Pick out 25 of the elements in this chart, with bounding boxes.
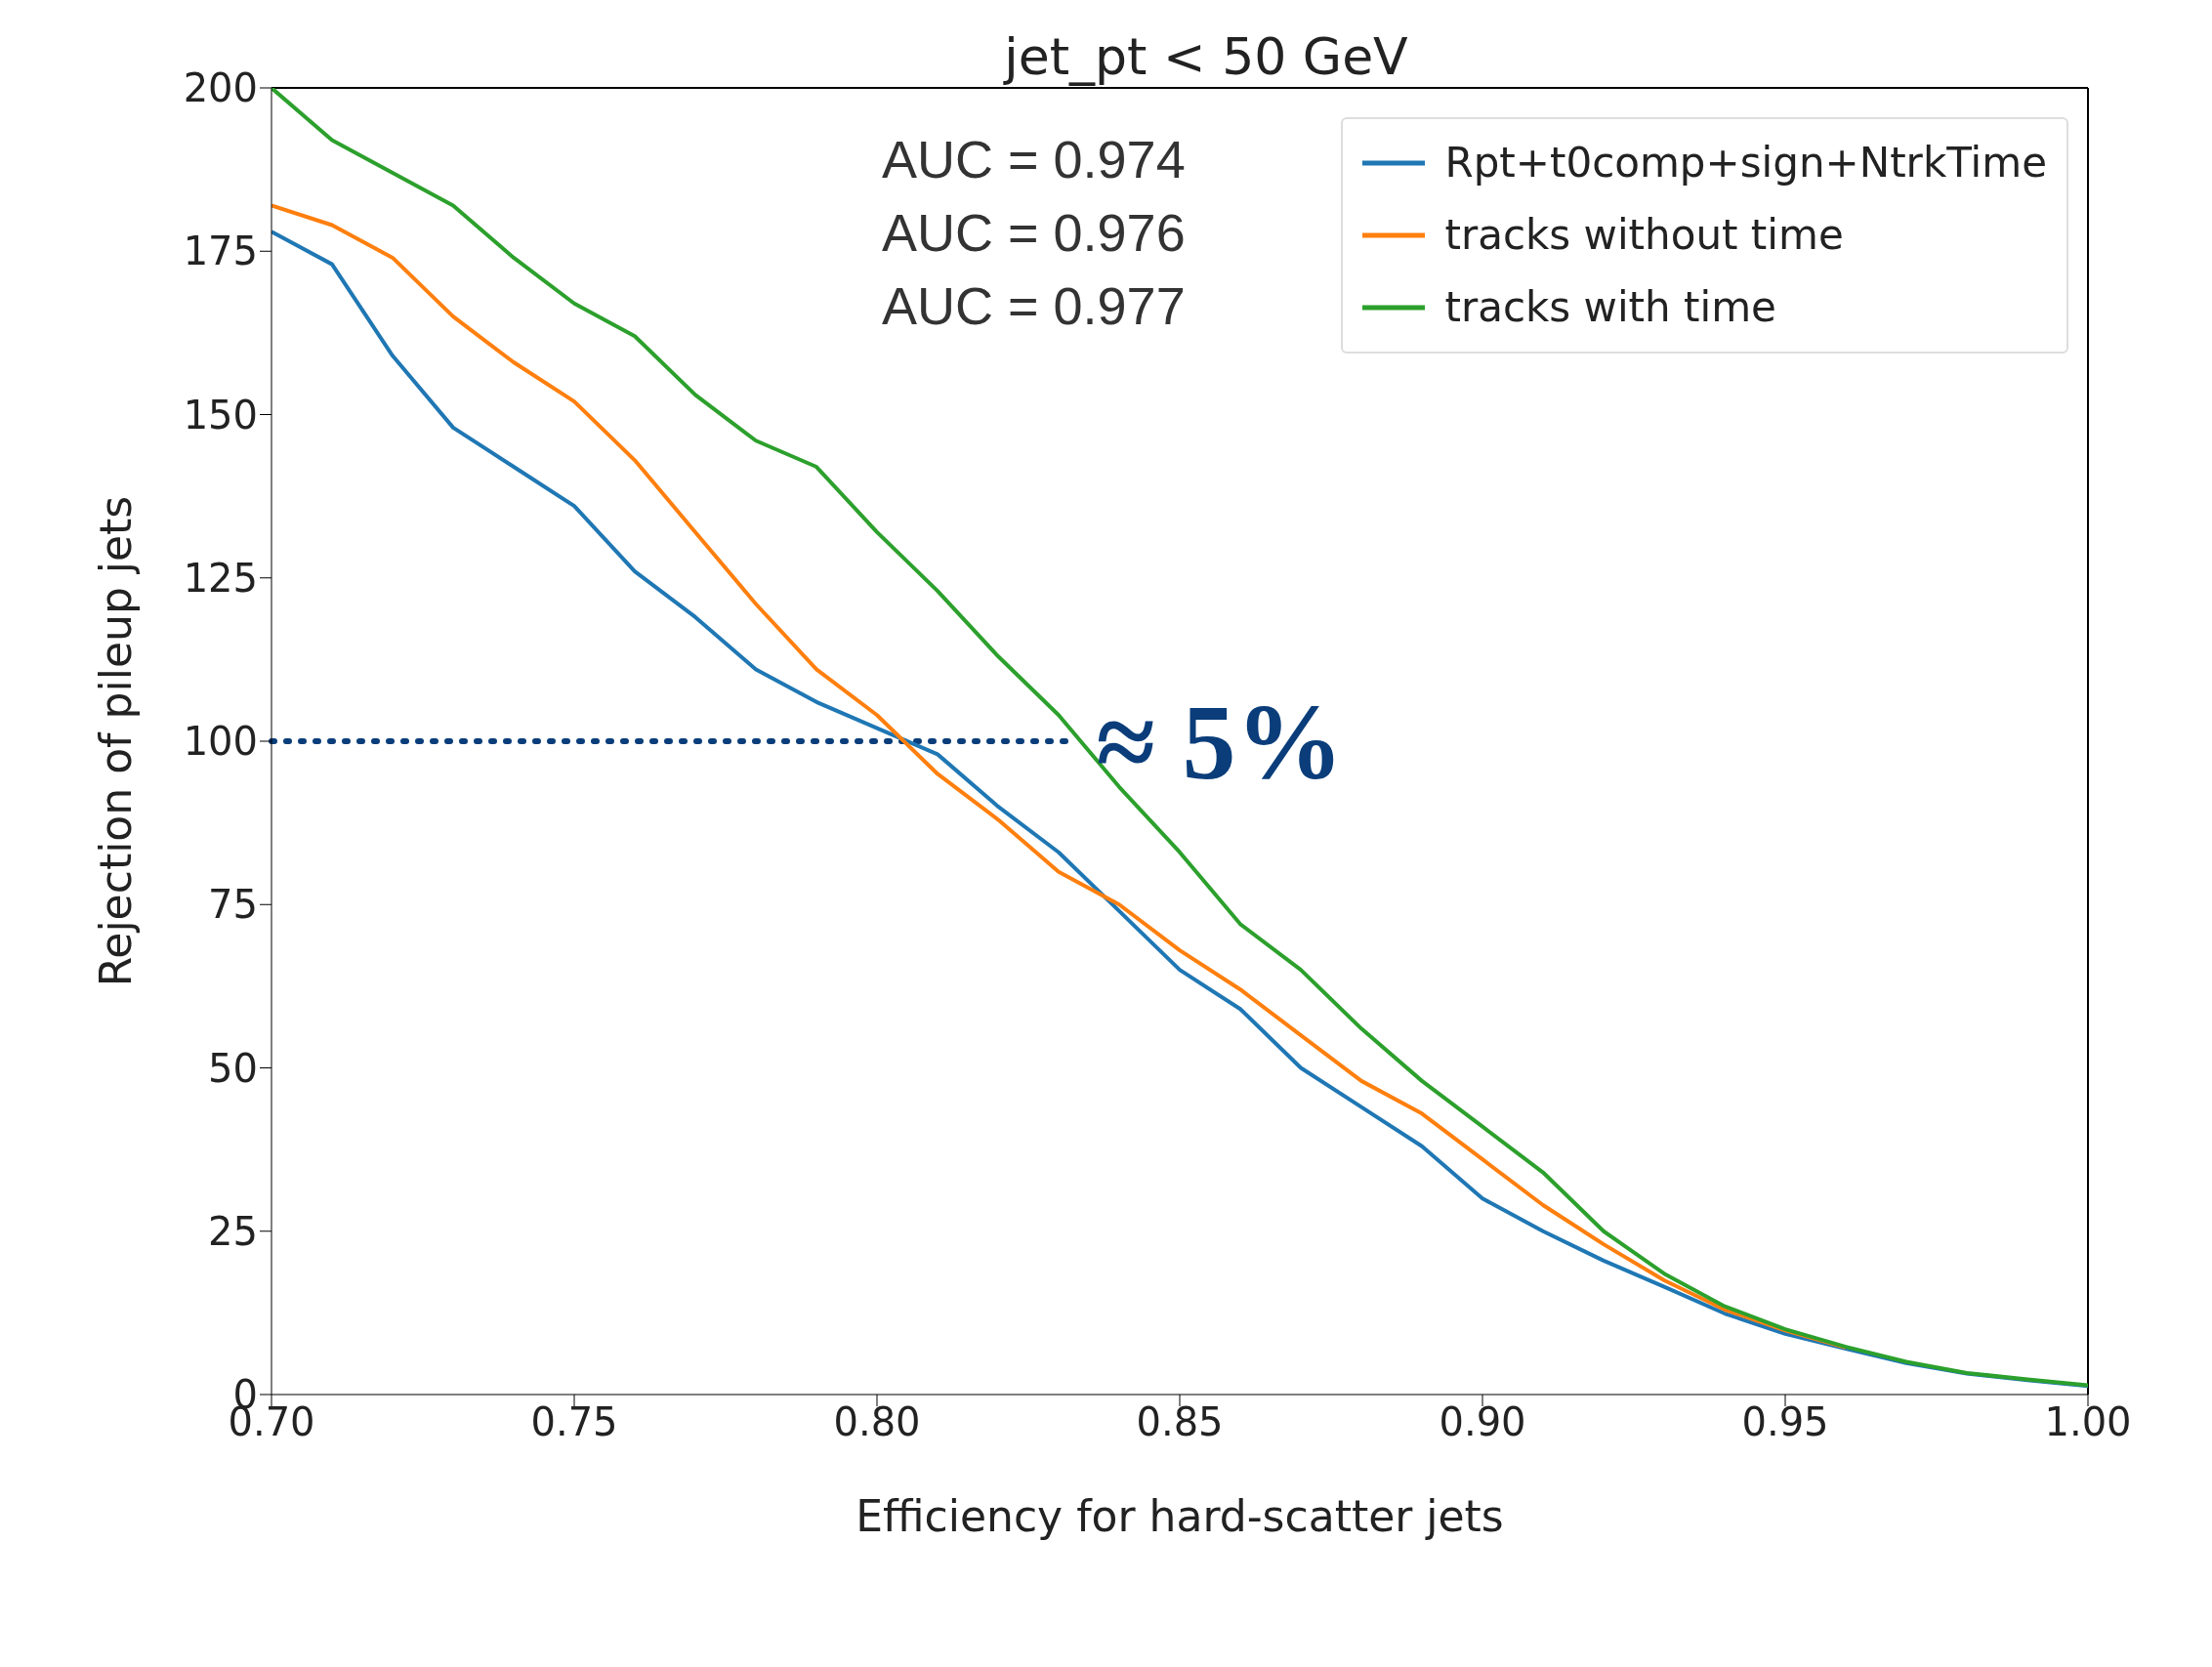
annotation: ≈ 5% [1096, 683, 1344, 802]
annotation: AUC = 0.974 [882, 129, 1186, 190]
y-tick-label: 175 [183, 229, 258, 274]
x-tick-label: 0.95 [1741, 1399, 1829, 1445]
x-tick-label: 0.75 [530, 1399, 618, 1445]
x-tick-label: 0.90 [1439, 1399, 1526, 1445]
chart-title: jet_pt < 50 GeV [1002, 27, 1409, 86]
x-axis-title: Efficiency for hard-scatter jets [856, 1491, 1504, 1541]
y-tick-label: 100 [183, 719, 258, 765]
y-tick-label: 150 [183, 392, 258, 438]
legend-label: Rpt+t0comp+sign+NtrkTime [1444, 138, 2047, 188]
y-tick-label: 25 [208, 1208, 258, 1254]
y-tick-label: 75 [208, 882, 258, 928]
legend-label: tracks without time [1444, 210, 1844, 261]
x-tick-label: 0.85 [1136, 1399, 1224, 1445]
y-tick-label: 125 [183, 555, 258, 601]
line-series [271, 203, 1848, 1350]
x-tick-label: 0.80 [833, 1399, 921, 1445]
y-axis-title: Rejection of pileup jets [90, 495, 141, 987]
legend-label: tracks with time [1444, 282, 1776, 333]
annotation: AUC = 0.976 [882, 202, 1186, 264]
y-tick-label: 50 [208, 1045, 258, 1091]
annotation: AUC = 0.977 [882, 275, 1186, 337]
x-tick-label: 1.00 [2044, 1399, 2132, 1445]
y-tick-label: 200 [183, 65, 258, 111]
